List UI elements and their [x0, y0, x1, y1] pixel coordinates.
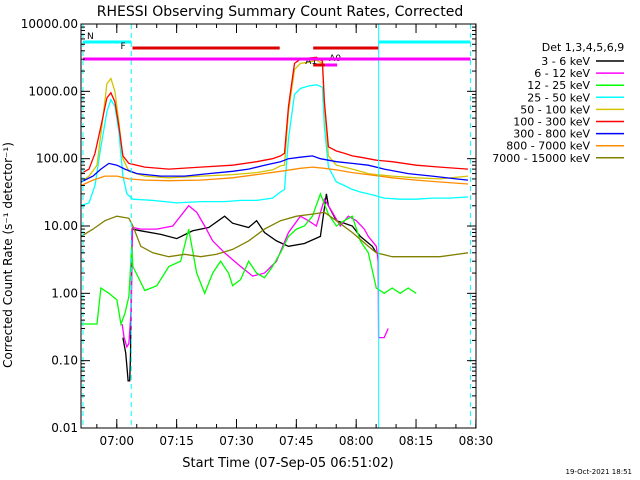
legend-label-2: 6 - 12 keV: [534, 67, 590, 80]
y-axis-label: Corrected Count Rate (s⁻¹ detector⁻¹): [1, 142, 15, 368]
y-tick-label: 10000.00: [21, 17, 78, 31]
legend-label-9: 7000 - 15000 keV: [492, 152, 590, 165]
series-line-4: [81, 84, 469, 207]
plot-frame: [80, 23, 477, 429]
series-line-6: [81, 56, 469, 175]
series-line-8: [81, 166, 469, 187]
legend-label-4: 25 - 50 keV: [527, 91, 590, 104]
series-line-5: [81, 59, 469, 183]
plot-area: [81, 24, 471, 428]
flag-label-2: F: [120, 42, 125, 52]
chart-title: RHESSI Observing Summary Count Rates, Co…: [97, 4, 463, 20]
legend-label-5: 50 - 100 keV: [520, 103, 590, 116]
y-tick-label: 100.00: [36, 152, 78, 166]
x-tick-label: 07:30: [219, 434, 254, 448]
y-tick-label: 0.10: [51, 354, 78, 368]
series-line-2: [121, 197, 389, 349]
x-tick-label: 08:30: [459, 434, 494, 448]
y-tick-label: 10.00: [44, 219, 78, 233]
series-line-1: [122, 193, 377, 382]
legend-label-8: 800 - 7000 keV: [506, 140, 590, 153]
legend-label-3: 12 - 25 keV: [527, 79, 590, 92]
x-axis-label: Start Time (07-Sep-05 06:51:02): [182, 456, 393, 471]
date-stamp: 19-Oct-2021 18:51: [566, 468, 632, 476]
legend-label-1: 3 - 6 keV: [541, 55, 590, 68]
flag-label-1: N: [87, 32, 94, 42]
y-tick-label: 1.00: [51, 286, 78, 300]
series-line-3: [81, 192, 417, 327]
legend-label-6: 100 - 300 keV: [513, 116, 590, 129]
x-tick-label: 07:00: [99, 434, 134, 448]
y-tick-label: 1000.00: [28, 84, 78, 98]
x-tick-label: 07:45: [279, 434, 314, 448]
legend-title: Det 1,3,4,5,6,9: [542, 41, 625, 54]
series-line-9: [81, 211, 469, 258]
x-tick-label: 07:15: [159, 434, 194, 448]
flag-label-3: A1: [305, 57, 317, 67]
x-tick-label: 08:00: [339, 434, 374, 448]
x-tick-label: 08:15: [399, 434, 434, 448]
y-tick-label: 0.01: [51, 421, 78, 435]
legend-label-7: 300 - 800 keV: [513, 128, 590, 141]
